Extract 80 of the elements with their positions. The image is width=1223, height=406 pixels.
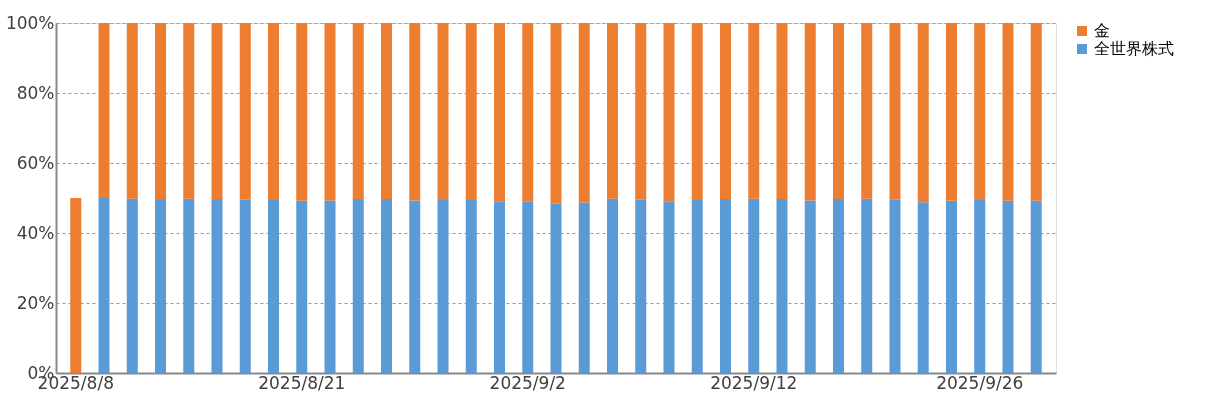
y-tick-label: 80% bbox=[16, 82, 55, 103]
bar bbox=[437, 200, 449, 373]
bar bbox=[381, 23, 393, 200]
bar bbox=[409, 200, 421, 373]
bar bbox=[437, 23, 449, 201]
x-tick-label: 2025/9/12 bbox=[710, 372, 798, 393]
bar bbox=[1030, 200, 1042, 373]
bar bbox=[635, 199, 647, 373]
y-tick-label: 20% bbox=[16, 292, 55, 313]
bar bbox=[719, 23, 731, 200]
bar bbox=[183, 198, 195, 373]
bar bbox=[296, 200, 308, 373]
bar bbox=[98, 23, 110, 198]
bar bbox=[607, 23, 618, 199]
bar bbox=[578, 202, 590, 373]
bar bbox=[126, 23, 138, 199]
bar bbox=[465, 23, 477, 201]
bar bbox=[211, 199, 223, 373]
bar bbox=[126, 198, 138, 373]
bar bbox=[239, 23, 251, 200]
bar bbox=[155, 199, 167, 373]
bar bbox=[663, 23, 675, 202]
y-tick-label: 60% bbox=[16, 152, 55, 173]
y-tick-label: 100% bbox=[5, 12, 55, 33]
bar bbox=[804, 23, 816, 201]
bar bbox=[974, 23, 986, 201]
bar bbox=[917, 23, 929, 203]
bar bbox=[607, 198, 618, 373]
bar bbox=[945, 200, 957, 373]
bar bbox=[1002, 200, 1014, 373]
bar bbox=[804, 200, 816, 373]
bar bbox=[155, 23, 167, 200]
bar bbox=[98, 198, 110, 373]
bar bbox=[635, 23, 647, 200]
bar bbox=[832, 199, 844, 373]
bar bbox=[352, 23, 364, 200]
bar bbox=[917, 202, 929, 373]
bar bbox=[324, 200, 336, 373]
bar bbox=[832, 23, 844, 200]
bar bbox=[691, 23, 703, 201]
x-tick-label: 2025/8/21 bbox=[258, 372, 346, 393]
bar bbox=[776, 199, 788, 373]
x-tick-label: 2025/9/26 bbox=[936, 372, 1024, 393]
bar bbox=[239, 199, 251, 373]
bar bbox=[409, 23, 421, 201]
bar bbox=[776, 23, 788, 200]
bar bbox=[974, 200, 986, 373]
bar bbox=[1030, 23, 1042, 201]
bar bbox=[719, 199, 731, 373]
bar bbox=[945, 23, 957, 201]
bar bbox=[465, 200, 477, 373]
bar bbox=[861, 23, 873, 199]
bar bbox=[748, 198, 760, 373]
bar bbox=[381, 199, 393, 373]
bar bbox=[296, 23, 308, 201]
bar bbox=[352, 199, 364, 373]
bar bbox=[663, 201, 675, 373]
bar bbox=[889, 199, 901, 373]
x-tick-label: 2025/9/2 bbox=[489, 372, 566, 393]
bar bbox=[324, 23, 336, 201]
bar bbox=[522, 201, 534, 373]
bar bbox=[211, 23, 223, 200]
legend-label: 全世界株式 bbox=[1094, 39, 1174, 58]
bar bbox=[550, 23, 562, 204]
bar bbox=[578, 23, 590, 203]
bar bbox=[522, 23, 534, 202]
bar bbox=[691, 200, 703, 373]
bar bbox=[70, 198, 82, 373]
bar bbox=[861, 198, 873, 373]
bar bbox=[268, 200, 280, 373]
bar bbox=[1002, 23, 1014, 201]
bar bbox=[748, 23, 760, 199]
bar bbox=[889, 23, 901, 200]
bar bbox=[268, 23, 280, 201]
bar bbox=[183, 23, 195, 199]
bar bbox=[494, 23, 505, 202]
legend-label: 金 bbox=[1094, 21, 1110, 40]
y-tick-label: 40% bbox=[16, 222, 55, 243]
bar bbox=[494, 201, 505, 373]
bar bbox=[550, 203, 562, 373]
